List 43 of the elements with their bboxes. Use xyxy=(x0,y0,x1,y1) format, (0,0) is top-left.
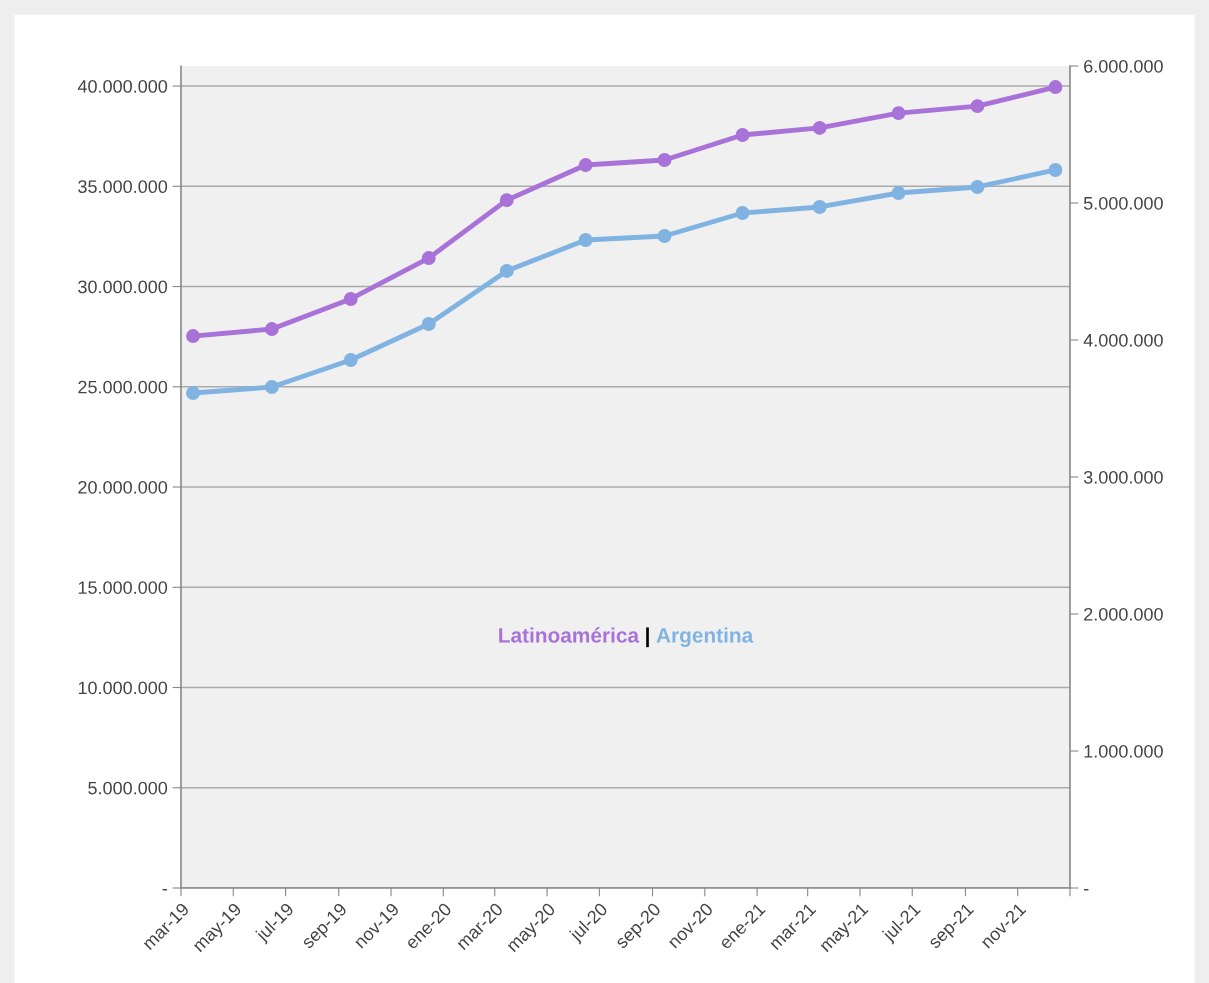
y-tick-label: 35.000.000 xyxy=(78,180,168,194)
y2-tick-label: - xyxy=(1084,889,1089,891)
y2-tick-label: 4.000.000 xyxy=(1083,333,1163,347)
point xyxy=(891,186,906,200)
point xyxy=(186,386,200,400)
point xyxy=(812,200,827,214)
point xyxy=(343,353,358,367)
text: Argentina xyxy=(656,627,754,647)
y2-tick-label: 2.000.000 xyxy=(1084,607,1163,621)
y2-tick-label: 6.000.000 xyxy=(1084,59,1163,73)
point xyxy=(657,229,672,243)
point xyxy=(970,99,985,114)
point xyxy=(499,264,514,278)
point xyxy=(264,322,279,336)
point xyxy=(499,193,514,208)
y-tick-label: - xyxy=(162,889,167,891)
point xyxy=(421,251,436,266)
y2-tick-label: 3.000.000 xyxy=(1083,470,1163,484)
point xyxy=(578,233,593,247)
point xyxy=(891,106,906,121)
y-tick-label: 5.000.000 xyxy=(88,781,168,795)
y-tick-label: 40.000.000 xyxy=(77,79,168,93)
point xyxy=(578,158,593,172)
y-tick-label: 30.000.000 xyxy=(78,280,168,294)
point xyxy=(812,121,827,135)
y-tick-label: 10.000.000 xyxy=(78,681,168,695)
point xyxy=(1048,80,1063,94)
point xyxy=(970,180,985,194)
text: Latinoamérica xyxy=(499,627,640,643)
point xyxy=(657,153,672,167)
point xyxy=(735,128,750,142)
point xyxy=(264,380,279,394)
point xyxy=(1048,163,1063,177)
y2-tick-label: 5.000.000 xyxy=(1083,196,1163,210)
y-tick-label: 25.000.000 xyxy=(78,380,168,394)
point xyxy=(343,292,358,306)
y-tick-label: 15.000.000 xyxy=(78,581,168,594)
point xyxy=(735,206,750,220)
y-tick-label: 20.000.000 xyxy=(78,480,168,494)
y2-tick-label: 1.000.000 xyxy=(1084,744,1163,758)
annotation: | xyxy=(646,627,649,648)
point xyxy=(186,329,200,344)
point xyxy=(421,317,436,331)
